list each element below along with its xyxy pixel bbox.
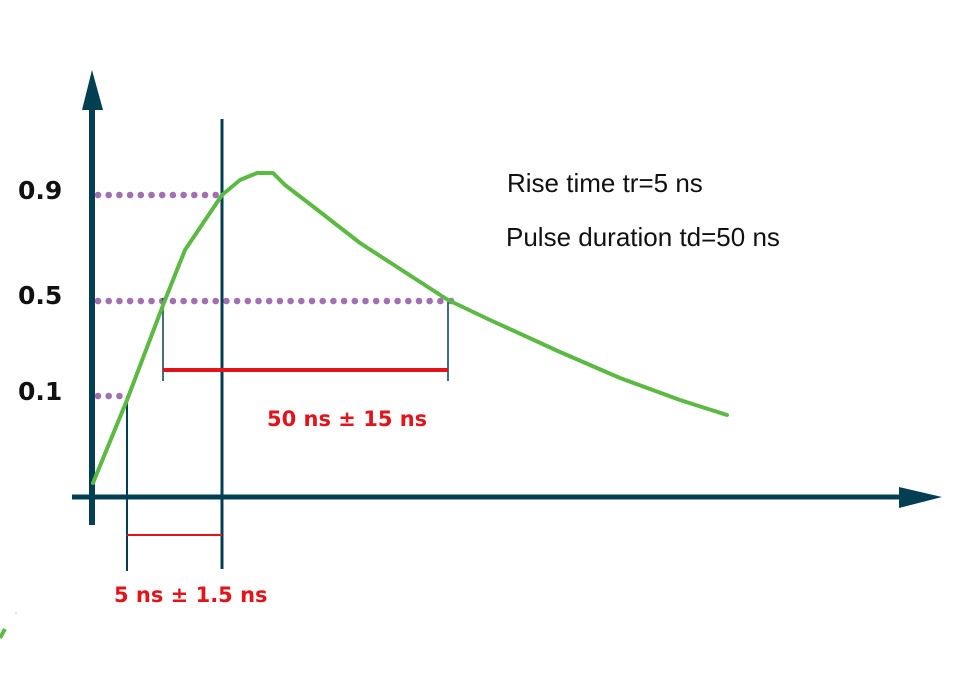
- rise-time-annotation: Rise time tr=5 ns: [507, 168, 703, 198]
- y-tick-0.9: 0.9: [18, 176, 63, 205]
- pulse-duration-annotation: Pulse duration td=50 ns: [506, 222, 780, 252]
- threshold-guides: [94, 191, 455, 400]
- guide-0.5: [94, 297, 455, 305]
- pulse-curve: [91, 171, 729, 485]
- y-tick-0.5: 0.5: [18, 281, 63, 310]
- y-tick-0.1: 0.1: [18, 377, 63, 406]
- rise-time-tolerance-label: 5 ns ± 1.5 ns: [114, 583, 268, 607]
- pulse-width-tolerance-label: 50 ns ± 15 ns: [267, 407, 428, 431]
- guide-0.1: [94, 392, 123, 400]
- y-axis-arrow-icon: [82, 70, 103, 110]
- x-axis-arrow-icon: [899, 487, 942, 508]
- guide-0.9: [94, 191, 219, 199]
- curve-fragment: [0, 628, 7, 639]
